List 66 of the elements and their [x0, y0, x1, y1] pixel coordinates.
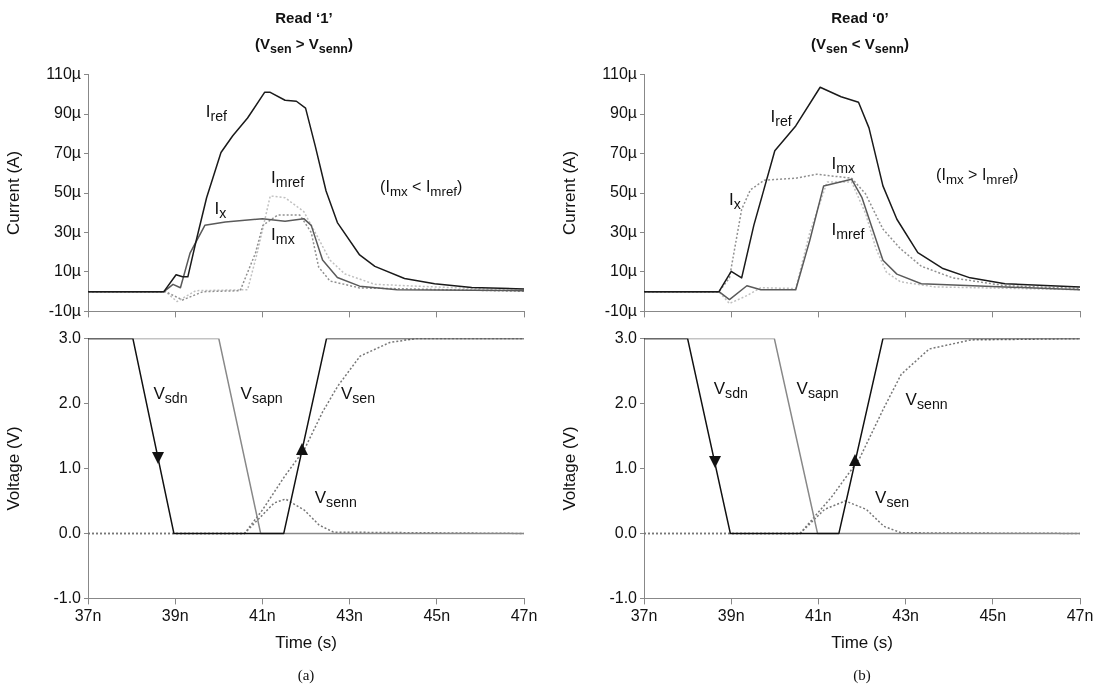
x-tick-label: 45n: [423, 607, 451, 625]
y-tick-label: 90µ: [53, 104, 81, 122]
y-tick-label: 2.0: [58, 393, 82, 411]
y-tick-label: 3.0: [58, 329, 82, 347]
x-tick-label: 47n: [510, 607, 538, 625]
y-axis-title: Voltage (V): [559, 426, 579, 511]
y-tick-label: 50µ: [609, 183, 637, 201]
y-tick-label: -1.0: [609, 588, 638, 606]
chart-title: Read ‘0’: [830, 9, 890, 26]
series-label: V$_{sdn}$: [153, 384, 188, 407]
y-tick-label: 10µ: [609, 262, 637, 280]
series-label: V$_{sen}$: [875, 488, 910, 511]
y-tick-label: 0.0: [614, 523, 638, 541]
y-tick-label: -1.0: [53, 588, 82, 606]
y-tick-label: 90µ: [609, 104, 637, 122]
x-tick-label: 37n: [630, 607, 658, 625]
y-tick-label: 110µ: [46, 65, 81, 83]
series-label: I$_{mref}$: [831, 220, 865, 243]
x-tick-label: 41n: [249, 607, 276, 625]
y-tick-label: 3.0: [614, 329, 638, 347]
series-label: I$_{mx}$: [831, 154, 856, 177]
x-tick-label: 43n: [892, 607, 919, 625]
y-axis-title: Voltage (V): [3, 426, 23, 511]
series-label: I$_{ref}$: [205, 102, 227, 125]
y-tick-label: 2.0: [614, 393, 638, 411]
series-label: I$_{mx}$: [271, 225, 295, 248]
text: (a): [296, 667, 316, 683]
series-label: I$_{x}$: [214, 199, 227, 222]
series-label: V$_{sapn}$: [240, 384, 283, 407]
y-tick-label: 50µ: [53, 183, 81, 201]
series-label: V$_{sen}$: [340, 384, 376, 407]
x-tick-label: 43n: [336, 607, 363, 625]
annotation: (I$_{mx}$ < I$_{mref}$): [380, 177, 463, 199]
chart-subtitle: (V$_{sen}$ < V$_{senn}$): [810, 35, 910, 56]
x-tick-label: 39n: [717, 607, 745, 625]
y-tick-label: -10µ: [604, 301, 637, 319]
y-tick-label: 30µ: [609, 222, 637, 240]
x-tick-label: 39n: [161, 607, 189, 625]
chart-subtitle: (V$_{sen}$ > V$_{senn}$): [254, 35, 354, 56]
x-axis-title: Time (s): [275, 633, 337, 653]
series-label: I$_{ref}$: [770, 106, 792, 130]
chart-title: Read ‘1’: [274, 9, 334, 26]
y-tick-label: 70µ: [609, 143, 637, 161]
annotation: (I$_{mx}$ > I$_{mref}$): [936, 165, 1019, 188]
x-tick-label: 41n: [805, 607, 832, 625]
y-tick-label: 10µ: [53, 262, 81, 280]
series-label: V$_{senn}$: [905, 389, 948, 412]
y-tick-label: 110µ: [602, 65, 637, 83]
y-tick-label: 0.0: [58, 523, 82, 541]
y-axis-title: Current (A): [3, 150, 23, 236]
x-tick-label: 47n: [1066, 607, 1094, 625]
y-tick-label: -10µ: [48, 301, 81, 319]
text: (b): [852, 667, 872, 683]
y-tick-label: 70µ: [53, 143, 81, 161]
y-tick-label: 1.0: [614, 458, 638, 476]
x-tick-label: 45n: [979, 607, 1007, 625]
y-axis-title: Current (A): [559, 150, 579, 236]
series-label: V$_{senn}$: [314, 488, 357, 511]
x-axis-title: Time (s): [831, 633, 893, 653]
series-label: V$_{sdn}$: [713, 379, 748, 402]
series-label: I$_{mref}$: [271, 168, 305, 191]
y-tick-label: 1.0: [58, 458, 82, 476]
series-label: V$_{sapn}$: [796, 379, 839, 402]
y-tick-label: 30µ: [53, 222, 81, 240]
x-tick-label: 37n: [74, 607, 102, 625]
series-label: I$_{x}$: [729, 189, 741, 213]
